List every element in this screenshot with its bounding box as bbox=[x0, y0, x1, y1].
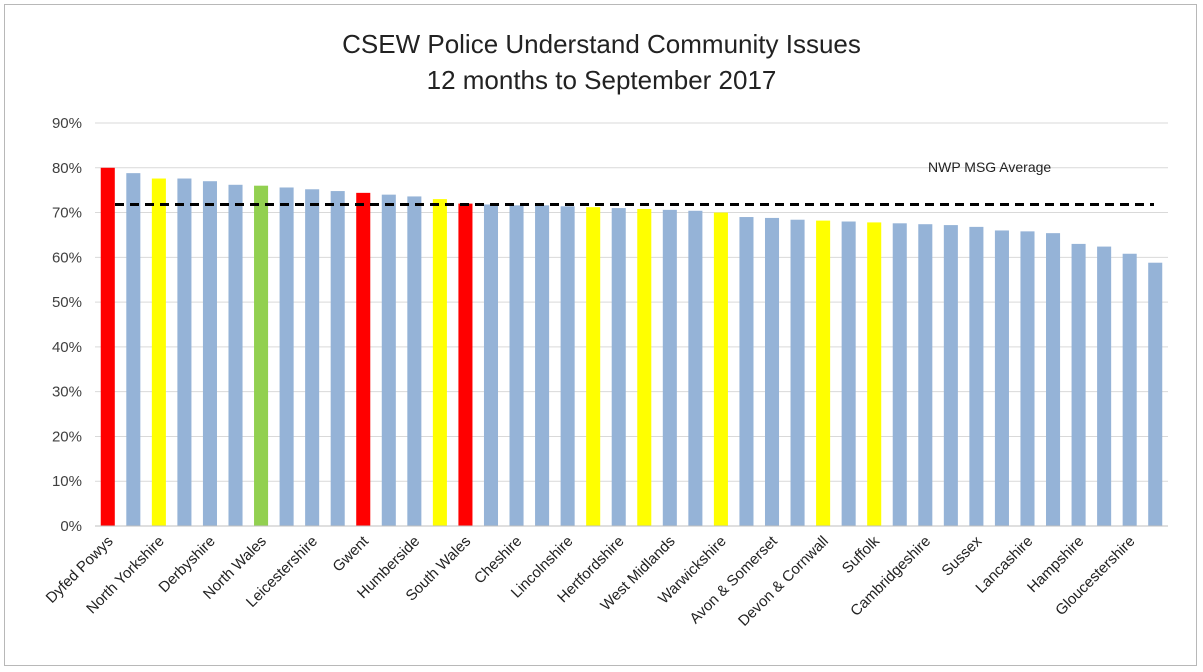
y-tick-label: 80% bbox=[52, 160, 82, 177]
bar bbox=[509, 205, 524, 526]
bar bbox=[1071, 243, 1086, 526]
bar bbox=[586, 207, 601, 526]
chart-subtitle-line: 12 months to September 2017 bbox=[426, 65, 777, 95]
average-line-label: NWP MSG Average bbox=[928, 159, 1051, 175]
x-tick-label: Suffolk bbox=[839, 532, 884, 577]
bar bbox=[969, 226, 984, 526]
bar bbox=[994, 230, 1009, 526]
y-tick-label: 10% bbox=[52, 473, 82, 490]
bar bbox=[841, 221, 856, 526]
bar bbox=[228, 184, 243, 526]
bar bbox=[126, 173, 141, 526]
bar bbox=[458, 203, 473, 526]
bar bbox=[816, 220, 831, 527]
bar bbox=[381, 194, 396, 526]
bar bbox=[330, 191, 345, 526]
y-tick-label: 0% bbox=[60, 518, 82, 535]
bar bbox=[535, 205, 550, 526]
y-tick-label: 20% bbox=[52, 428, 82, 445]
y-tick-label: 70% bbox=[52, 205, 82, 222]
bar bbox=[151, 178, 166, 526]
y-tick-label: 50% bbox=[52, 294, 82, 311]
bar bbox=[356, 192, 371, 526]
x-tick-label: Gwent bbox=[329, 532, 372, 575]
bar bbox=[1020, 231, 1035, 526]
bar bbox=[611, 208, 626, 527]
bar bbox=[407, 196, 422, 527]
bar bbox=[254, 185, 269, 526]
bar bbox=[305, 189, 320, 526]
bar bbox=[739, 217, 754, 527]
bar bbox=[688, 210, 703, 526]
x-tick-label: Sussex bbox=[938, 532, 985, 579]
bar bbox=[560, 206, 575, 526]
x-tick-label: Devon & Cornwall bbox=[735, 533, 832, 630]
bar bbox=[483, 204, 499, 527]
bar bbox=[1097, 246, 1112, 526]
bar bbox=[943, 225, 958, 527]
bar bbox=[100, 167, 115, 526]
bar bbox=[892, 223, 907, 526]
y-tick-label: 90% bbox=[52, 115, 82, 132]
bar bbox=[432, 199, 447, 526]
bar bbox=[713, 212, 728, 527]
bar bbox=[918, 224, 933, 526]
bar bbox=[1122, 253, 1137, 527]
bar bbox=[177, 178, 192, 526]
bar bbox=[279, 187, 294, 527]
bar bbox=[202, 181, 217, 526]
bar bbox=[1148, 262, 1163, 526]
bar bbox=[790, 219, 805, 526]
y-tick-label: 40% bbox=[52, 339, 82, 356]
y-tick-label: 60% bbox=[52, 249, 82, 266]
bar bbox=[1046, 233, 1061, 527]
bar bbox=[764, 217, 780, 526]
chart-title: CSEW Police Understand Community Issues … bbox=[0, 26, 1203, 98]
bar bbox=[637, 208, 652, 526]
chart-title-line: CSEW Police Understand Community Issues bbox=[342, 29, 861, 59]
bar bbox=[867, 222, 882, 526]
bar bbox=[662, 209, 677, 526]
x-tick-label: Avon & Somerset bbox=[686, 532, 781, 627]
y-tick-label: 30% bbox=[52, 384, 82, 401]
